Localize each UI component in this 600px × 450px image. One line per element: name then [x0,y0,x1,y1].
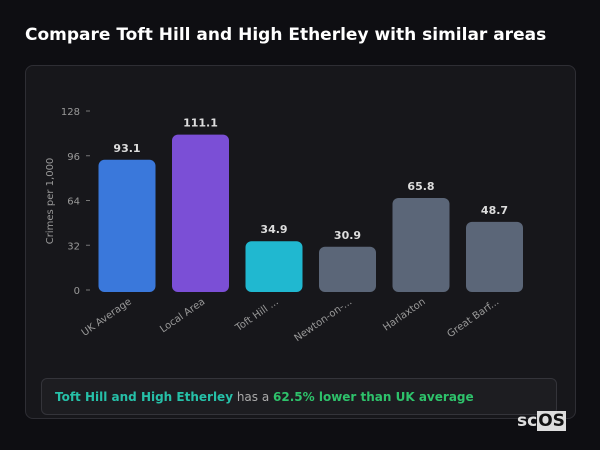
bar [172,134,229,292]
x-tick-label: Great Barf... [445,296,501,340]
data-label: 34.9 [260,223,287,236]
data-label: 111.1 [183,117,218,130]
y-tick-label: 128 [61,107,80,118]
bar [466,221,523,292]
data-label: 93.1 [113,142,140,155]
summary-text: has a [233,390,274,404]
data-label: 30.9 [334,229,361,242]
x-tick-label: Toft Hill ... [233,296,281,334]
y-tick-label: 64 [67,197,80,208]
summary-highlight: 62.5% lower than UK average [273,390,474,404]
x-tick-label: Newton-on-... [293,296,355,344]
data-label: 48.7 [481,204,508,217]
bar [392,197,450,292]
bar [98,159,156,292]
y-axis-label: Crimes per 1,000 [45,158,56,245]
page-title: Compare Toft Hill and High Etherley with… [25,25,547,45]
y-tick-label: 32 [67,241,80,252]
bar [245,241,303,292]
scos-logo: scOS [517,411,566,431]
y-tick-label: 96 [67,152,80,163]
y-tick-label: 0 [74,286,80,297]
x-tick-label: Harlaxton [381,296,427,333]
x-tick-label: Local Area [158,296,207,335]
bar [319,246,376,292]
summary-area: Toft Hill and High Etherley [55,390,234,404]
summary-box: Toft Hill and High Etherley has a 62.5% … [41,378,557,415]
x-tick-label: UK Average [80,296,134,338]
data-label: 65.8 [407,180,434,193]
